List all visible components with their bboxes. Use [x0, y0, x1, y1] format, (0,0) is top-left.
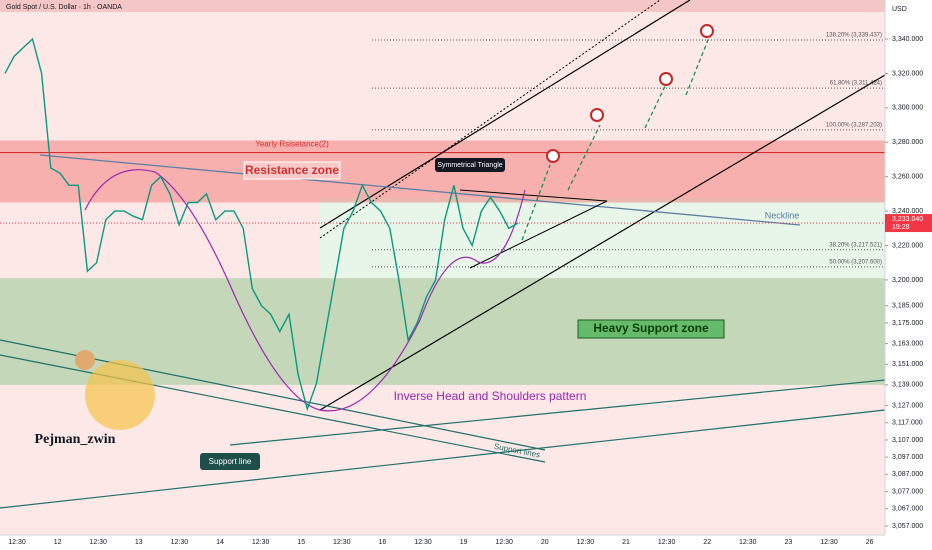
x-tick-label: 12 — [54, 539, 62, 546]
x-tick-label: 12:30 — [89, 539, 107, 546]
neckline-label: Neckline — [765, 210, 800, 220]
logo — [75, 350, 155, 430]
triangle-bottom — [469, 200, 608, 269]
label-box — [243, 161, 341, 180]
support-line — [0, 409, 886, 509]
x-tick-label: 12:30 — [658, 539, 676, 546]
label-box — [577, 319, 725, 339]
target-icon — [659, 72, 673, 86]
support-zone-label: Heavy Support zone — [593, 321, 709, 335]
logo-art — [85, 360, 155, 430]
x-tick-label: 21 — [622, 539, 630, 546]
support-line-label: Support line — [209, 457, 252, 466]
triangle-label: Symmetrical Triangle — [437, 162, 502, 169]
y-tick-label: 3,097.000 — [892, 454, 923, 461]
y-tick-label: 3,220.000 — [892, 242, 923, 249]
y-tick-label: 3,077.000 — [892, 488, 923, 495]
logo-art — [75, 350, 95, 370]
target-icon — [590, 108, 604, 122]
y-tick-label: 3,300.000 — [892, 105, 923, 112]
target-icon — [546, 149, 560, 163]
channel-upper — [319, 0, 691, 229]
y-tick-label: 3,087.000 — [892, 471, 923, 478]
x-tick-label: 12:30 — [414, 539, 432, 546]
y-tick-label: 3,200.000 — [892, 277, 923, 284]
pattern-label: Inverse Head and Shoulders pattern — [394, 389, 587, 403]
y-tick-label: 3,163.000 — [892, 340, 923, 347]
axes: 3,340.000 3,320.000 3,300.000 3,280.000 3,26… — [0, 36, 932, 546]
neckline — [39, 154, 801, 226]
grid: 138.20% (3,339.437) 61.80% (3,311.424) 100… — [372, 33, 885, 268]
support-line — [229, 379, 886, 446]
x-tick-label: 20 — [541, 539, 549, 546]
author: Pejman_zwin — [35, 432, 116, 447]
fib-label: 61.80% (3,311.424) — [830, 81, 882, 87]
x-tick-label: 12:30 — [495, 539, 513, 546]
y-tick-label: 3,175.000 — [892, 320, 923, 327]
x-tick-label: 12:30 — [739, 539, 757, 546]
y-tick-label: 3,320.000 — [892, 70, 923, 77]
y-tick-label: 3,139.000 — [892, 382, 923, 389]
x-tick-label: 12:30 — [577, 539, 595, 546]
x-tick-label: 12:30 — [8, 539, 26, 546]
fib-label: 138.20% (3,339.437) — [826, 33, 882, 39]
y-tick-label: 3,340.000 — [892, 36, 923, 43]
y-tick-label: 3,185.000 — [892, 303, 923, 310]
series — [4, 37, 519, 412]
y-tick-label: 3,240.000 — [892, 208, 923, 215]
label-box — [435, 158, 505, 172]
chart-title: Gold Spot / U.S. Dollar · 1h · OANDA — [6, 4, 122, 11]
x-tick-label: 23 — [785, 539, 793, 546]
time-axis — [0, 535, 932, 550]
x-tick-label: 12:30 — [171, 539, 189, 546]
triangle-top — [459, 189, 608, 202]
drawings — [0, 0, 886, 509]
resistance-zone-label: Resistance zone — [245, 163, 339, 177]
targets — [546, 24, 714, 163]
x-tick-label: 14 — [216, 539, 224, 546]
currency: USD — [892, 6, 907, 13]
y-tick-label: 3,117.000 — [892, 420, 923, 427]
y-tick-label: 3,127.000 — [892, 402, 923, 409]
channel-mid — [319, 0, 661, 239]
y-tick-label: 3,260.000 — [892, 174, 923, 181]
x-tick-label: 15 — [297, 539, 305, 546]
x-tick-label: 19 — [460, 539, 468, 546]
price-line — [4, 37, 519, 412]
countdown: 19:28 — [892, 224, 910, 231]
x-tick-label: 13 — [135, 539, 143, 546]
x-tick-label: 22 — [703, 539, 711, 546]
x-tick-label: 12:30 — [820, 539, 838, 546]
top-band — [0, 0, 885, 12]
forecast-path — [521, 34, 711, 241]
light-green-band — [320, 198, 885, 278]
support-line — [0, 354, 546, 463]
y-tick-label: 3,107.000 — [892, 437, 923, 444]
y-tick-label: 3,067.000 — [892, 506, 923, 513]
price-axis — [885, 0, 932, 550]
last-price-label: 3,233.040 — [892, 216, 923, 223]
channel-lower — [319, 74, 886, 411]
fib-label: 50.00% (3,207.600) — [829, 259, 882, 265]
fib-label: 38.20% (3,217.521) — [829, 242, 882, 248]
yearly-resistance-label: Yearly Rsisetance(2) — [255, 140, 329, 149]
x-tick-label: 12:30 — [333, 539, 351, 546]
x-tick-label: 12:30 — [252, 539, 270, 546]
y-tick-label: 3,280.000 — [892, 139, 923, 146]
zone — [0, 278, 885, 385]
x-tick-label: 26 — [866, 539, 874, 546]
x-tick-label: 16 — [379, 539, 387, 546]
pattern-curve — [84, 169, 526, 412]
fib-label: 100.00% (3,287.203) — [826, 122, 882, 128]
target-icon — [700, 24, 714, 38]
label-box — [200, 453, 260, 470]
y-tick-label: 3,151.000 — [892, 361, 923, 368]
last-price-box — [885, 214, 932, 233]
y-tick-label: 3,057.000 — [892, 523, 923, 530]
